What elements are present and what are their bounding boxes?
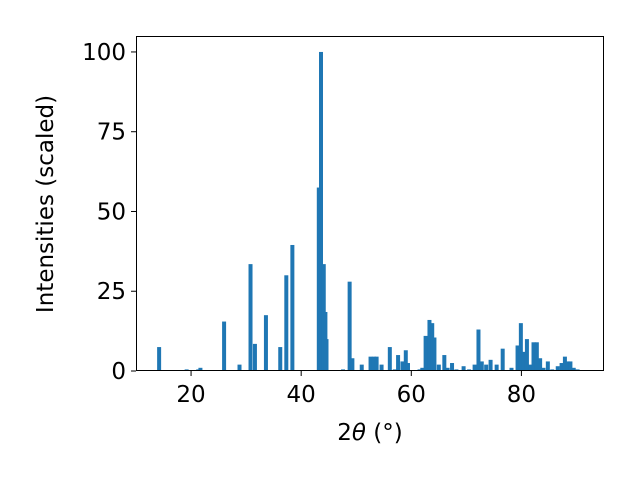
y-axis-label: Intensities (scaled) bbox=[33, 95, 59, 313]
bar bbox=[222, 321, 227, 371]
x-tick-label: 20 bbox=[176, 382, 205, 408]
bar bbox=[396, 355, 401, 371]
bar bbox=[528, 364, 533, 371]
bar bbox=[290, 244, 295, 371]
bar bbox=[359, 364, 364, 371]
bar bbox=[562, 356, 567, 371]
bar bbox=[472, 364, 477, 371]
bar bbox=[350, 358, 355, 371]
y-axis-ticks: 0 25 50 75 100 bbox=[82, 40, 136, 385]
bar bbox=[379, 364, 384, 371]
bar bbox=[405, 363, 410, 371]
bar bbox=[531, 342, 536, 371]
bar bbox=[524, 339, 529, 371]
bar bbox=[442, 355, 447, 371]
bar bbox=[432, 337, 437, 371]
bar bbox=[521, 351, 526, 371]
bar bbox=[237, 364, 242, 371]
bar bbox=[403, 350, 408, 371]
bar bbox=[571, 367, 576, 371]
bar-series bbox=[157, 51, 580, 371]
bar bbox=[515, 345, 520, 371]
y-tick-label: 75 bbox=[97, 120, 126, 146]
x-tick-label: 40 bbox=[287, 382, 316, 408]
bar bbox=[450, 363, 455, 371]
bar bbox=[445, 367, 450, 371]
y-tick-label: 25 bbox=[97, 279, 126, 305]
x-axis-label-unit: (°) bbox=[366, 420, 403, 446]
plot-frame bbox=[136, 36, 604, 371]
bar bbox=[248, 264, 253, 371]
bar bbox=[509, 367, 514, 371]
bar bbox=[263, 315, 268, 371]
y-tick-label: 0 bbox=[111, 359, 126, 385]
bar bbox=[198, 367, 203, 371]
bar bbox=[541, 367, 546, 371]
bar bbox=[479, 361, 484, 371]
bar bbox=[494, 364, 499, 371]
bar bbox=[565, 361, 570, 371]
bar bbox=[319, 51, 323, 371]
bar bbox=[374, 356, 379, 371]
bar bbox=[368, 356, 373, 371]
bar bbox=[430, 323, 435, 371]
bar bbox=[278, 347, 283, 371]
bar bbox=[461, 366, 466, 371]
bar bbox=[476, 329, 481, 371]
bar bbox=[252, 343, 257, 371]
bar bbox=[347, 281, 352, 371]
bar bbox=[568, 361, 573, 371]
bar bbox=[157, 347, 162, 371]
bar bbox=[387, 347, 392, 371]
x-axis-label-main: 2 bbox=[337, 420, 352, 446]
bar bbox=[284, 275, 289, 371]
bar bbox=[316, 187, 321, 371]
bar bbox=[484, 364, 489, 371]
bar bbox=[371, 356, 376, 371]
bar bbox=[559, 363, 564, 371]
bar bbox=[427, 319, 432, 371]
y-tick-label: 100 bbox=[82, 40, 126, 66]
x-tick-label: 80 bbox=[507, 382, 536, 408]
y-tick-label: 50 bbox=[97, 199, 126, 225]
bar bbox=[534, 342, 539, 371]
bar bbox=[545, 361, 550, 371]
bar bbox=[400, 361, 405, 371]
x-axis-label-theta: θ bbox=[352, 420, 366, 446]
x-axis-ticks: 20 40 60 80 bbox=[176, 371, 536, 408]
bar bbox=[488, 359, 493, 371]
bar bbox=[436, 364, 441, 371]
bar bbox=[518, 323, 523, 371]
x-tick-label: 60 bbox=[397, 382, 426, 408]
bar bbox=[500, 348, 505, 371]
bar bbox=[538, 358, 543, 371]
bar bbox=[423, 335, 428, 371]
bar bbox=[555, 366, 560, 371]
x-axis-label: 2θ (°) bbox=[337, 420, 402, 446]
bar bbox=[420, 367, 425, 371]
bar bbox=[324, 339, 329, 371]
